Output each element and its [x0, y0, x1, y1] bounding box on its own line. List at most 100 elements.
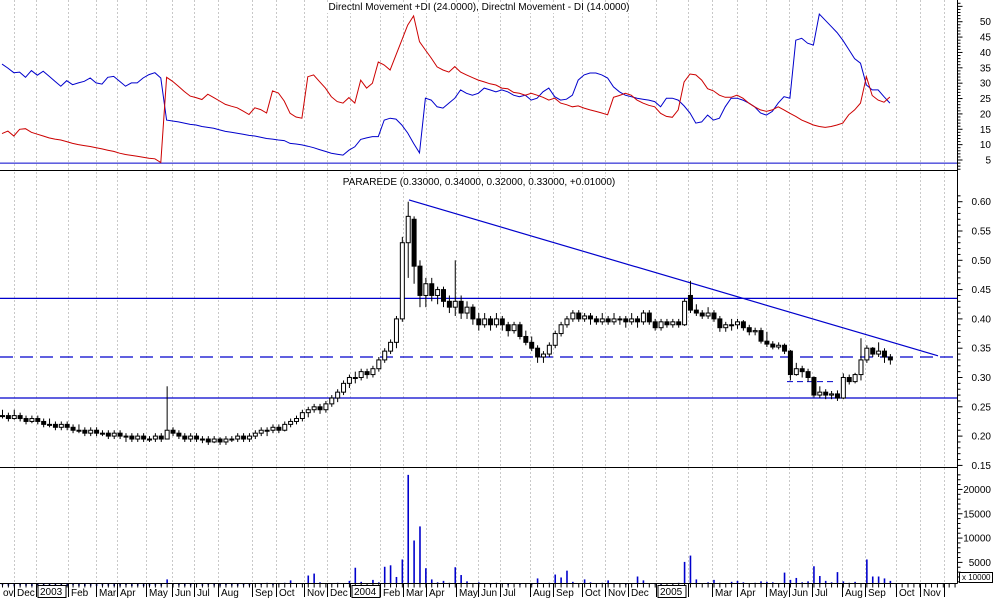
candle-body [605, 318, 611, 323]
candle-body [593, 318, 599, 323]
y-tick-label: 10000 [963, 534, 991, 545]
candle-body [764, 340, 770, 345]
candle-body [205, 438, 211, 443]
candle-body [417, 265, 423, 296]
candle-body [217, 438, 223, 443]
candle-body [552, 333, 558, 346]
candle-body [152, 435, 158, 440]
candle-body [70, 426, 76, 431]
candle-body [158, 435, 164, 440]
y-tick-label: 20 [980, 109, 992, 120]
candle-body [270, 426, 276, 431]
candle-body [670, 321, 676, 326]
candle-body [35, 418, 41, 422]
candle-body [47, 423, 53, 426]
volume-bars [1, 474, 892, 586]
candle-body [517, 324, 523, 337]
candle-body [846, 377, 852, 383]
candle-body [687, 294, 693, 311]
candle-body [199, 438, 205, 441]
candle-body [317, 406, 323, 411]
candle-body [123, 435, 129, 438]
candle-body [834, 393, 840, 399]
month-label: May [769, 588, 788, 599]
month-label: Nov [923, 588, 941, 599]
candle-body [623, 318, 629, 323]
year-label: 2005 [660, 587, 683, 598]
candle-body [558, 324, 564, 335]
candle-body [288, 420, 294, 425]
candle-body [276, 426, 282, 431]
month-label: Mar [99, 588, 117, 599]
candle-body [452, 300, 458, 308]
candle-body [223, 438, 229, 443]
downtrend-line [408, 199, 939, 357]
candle-body [64, 423, 70, 428]
candle-body [523, 335, 529, 343]
candle-body [17, 415, 23, 420]
month-label: May [459, 588, 478, 599]
candle-body [370, 368, 376, 376]
candle-body [758, 330, 764, 342]
candle-body [887, 356, 893, 361]
candle-body [682, 300, 688, 326]
candle-body [646, 312, 652, 323]
month-label: Mar [715, 588, 733, 599]
candle-body [711, 312, 717, 320]
candle-body [746, 327, 752, 333]
candle-body [782, 344, 788, 352]
month-label: May [149, 588, 168, 599]
candle-body [376, 359, 382, 370]
y-tick-label: 0.15 [972, 461, 992, 472]
candle-body [870, 347, 876, 355]
candle-body [399, 242, 405, 320]
month-label: Apr [120, 588, 136, 599]
candle-body [170, 429, 176, 434]
y-tick-label: 0.20 [972, 432, 992, 443]
candle-body [252, 432, 258, 437]
candle-body [793, 368, 799, 376]
year-label-box [37, 585, 67, 598]
candle-body [799, 368, 805, 373]
y-tick-label: 0.55 [972, 227, 992, 238]
candle-body [5, 415, 11, 420]
y-tick-label: 15 [980, 125, 992, 136]
candle-body [29, 418, 35, 422]
y-tick-label: 0.35 [972, 344, 992, 355]
candle-body [735, 321, 740, 326]
month-label: Sep [868, 588, 886, 599]
candle-body [41, 420, 47, 425]
month-label: Feb [383, 588, 401, 599]
candle-body [476, 318, 482, 326]
candle-body [652, 321, 658, 329]
candle-body [258, 429, 264, 434]
candle-body [723, 324, 729, 329]
y-tick-label: 20000 [963, 485, 991, 496]
candle-body [147, 438, 152, 441]
candle-body [829, 393, 835, 396]
y-tick-label: 10 [980, 140, 992, 151]
candle-body [305, 409, 311, 414]
candle-body [82, 429, 88, 434]
x-axis-labels: ov Dec 2003 Feb Mar Apr May Jun Jul Aug Sep Oct Nov D… [2, 583, 956, 599]
candle-body [823, 391, 829, 396]
candle-body [352, 377, 358, 379]
month-label: ov [3, 588, 14, 599]
y-tick-label: 0.25 [972, 402, 992, 413]
candle-body [676, 321, 682, 326]
candle-body [211, 438, 217, 443]
candle-body [599, 318, 605, 323]
candle-body [299, 412, 305, 420]
candle-body [182, 435, 188, 440]
candle-body [776, 344, 782, 348]
candle-body [364, 371, 370, 376]
candle-body [458, 300, 464, 314]
di-plus-line [1, 14, 891, 164]
candle-body [582, 315, 588, 320]
y-tick-label: 0.50 [972, 256, 992, 267]
month-label: Mar [406, 588, 424, 599]
month-label: Aug [533, 588, 551, 599]
candle-body [787, 350, 793, 376]
y-tick-label: 30 [980, 79, 992, 90]
